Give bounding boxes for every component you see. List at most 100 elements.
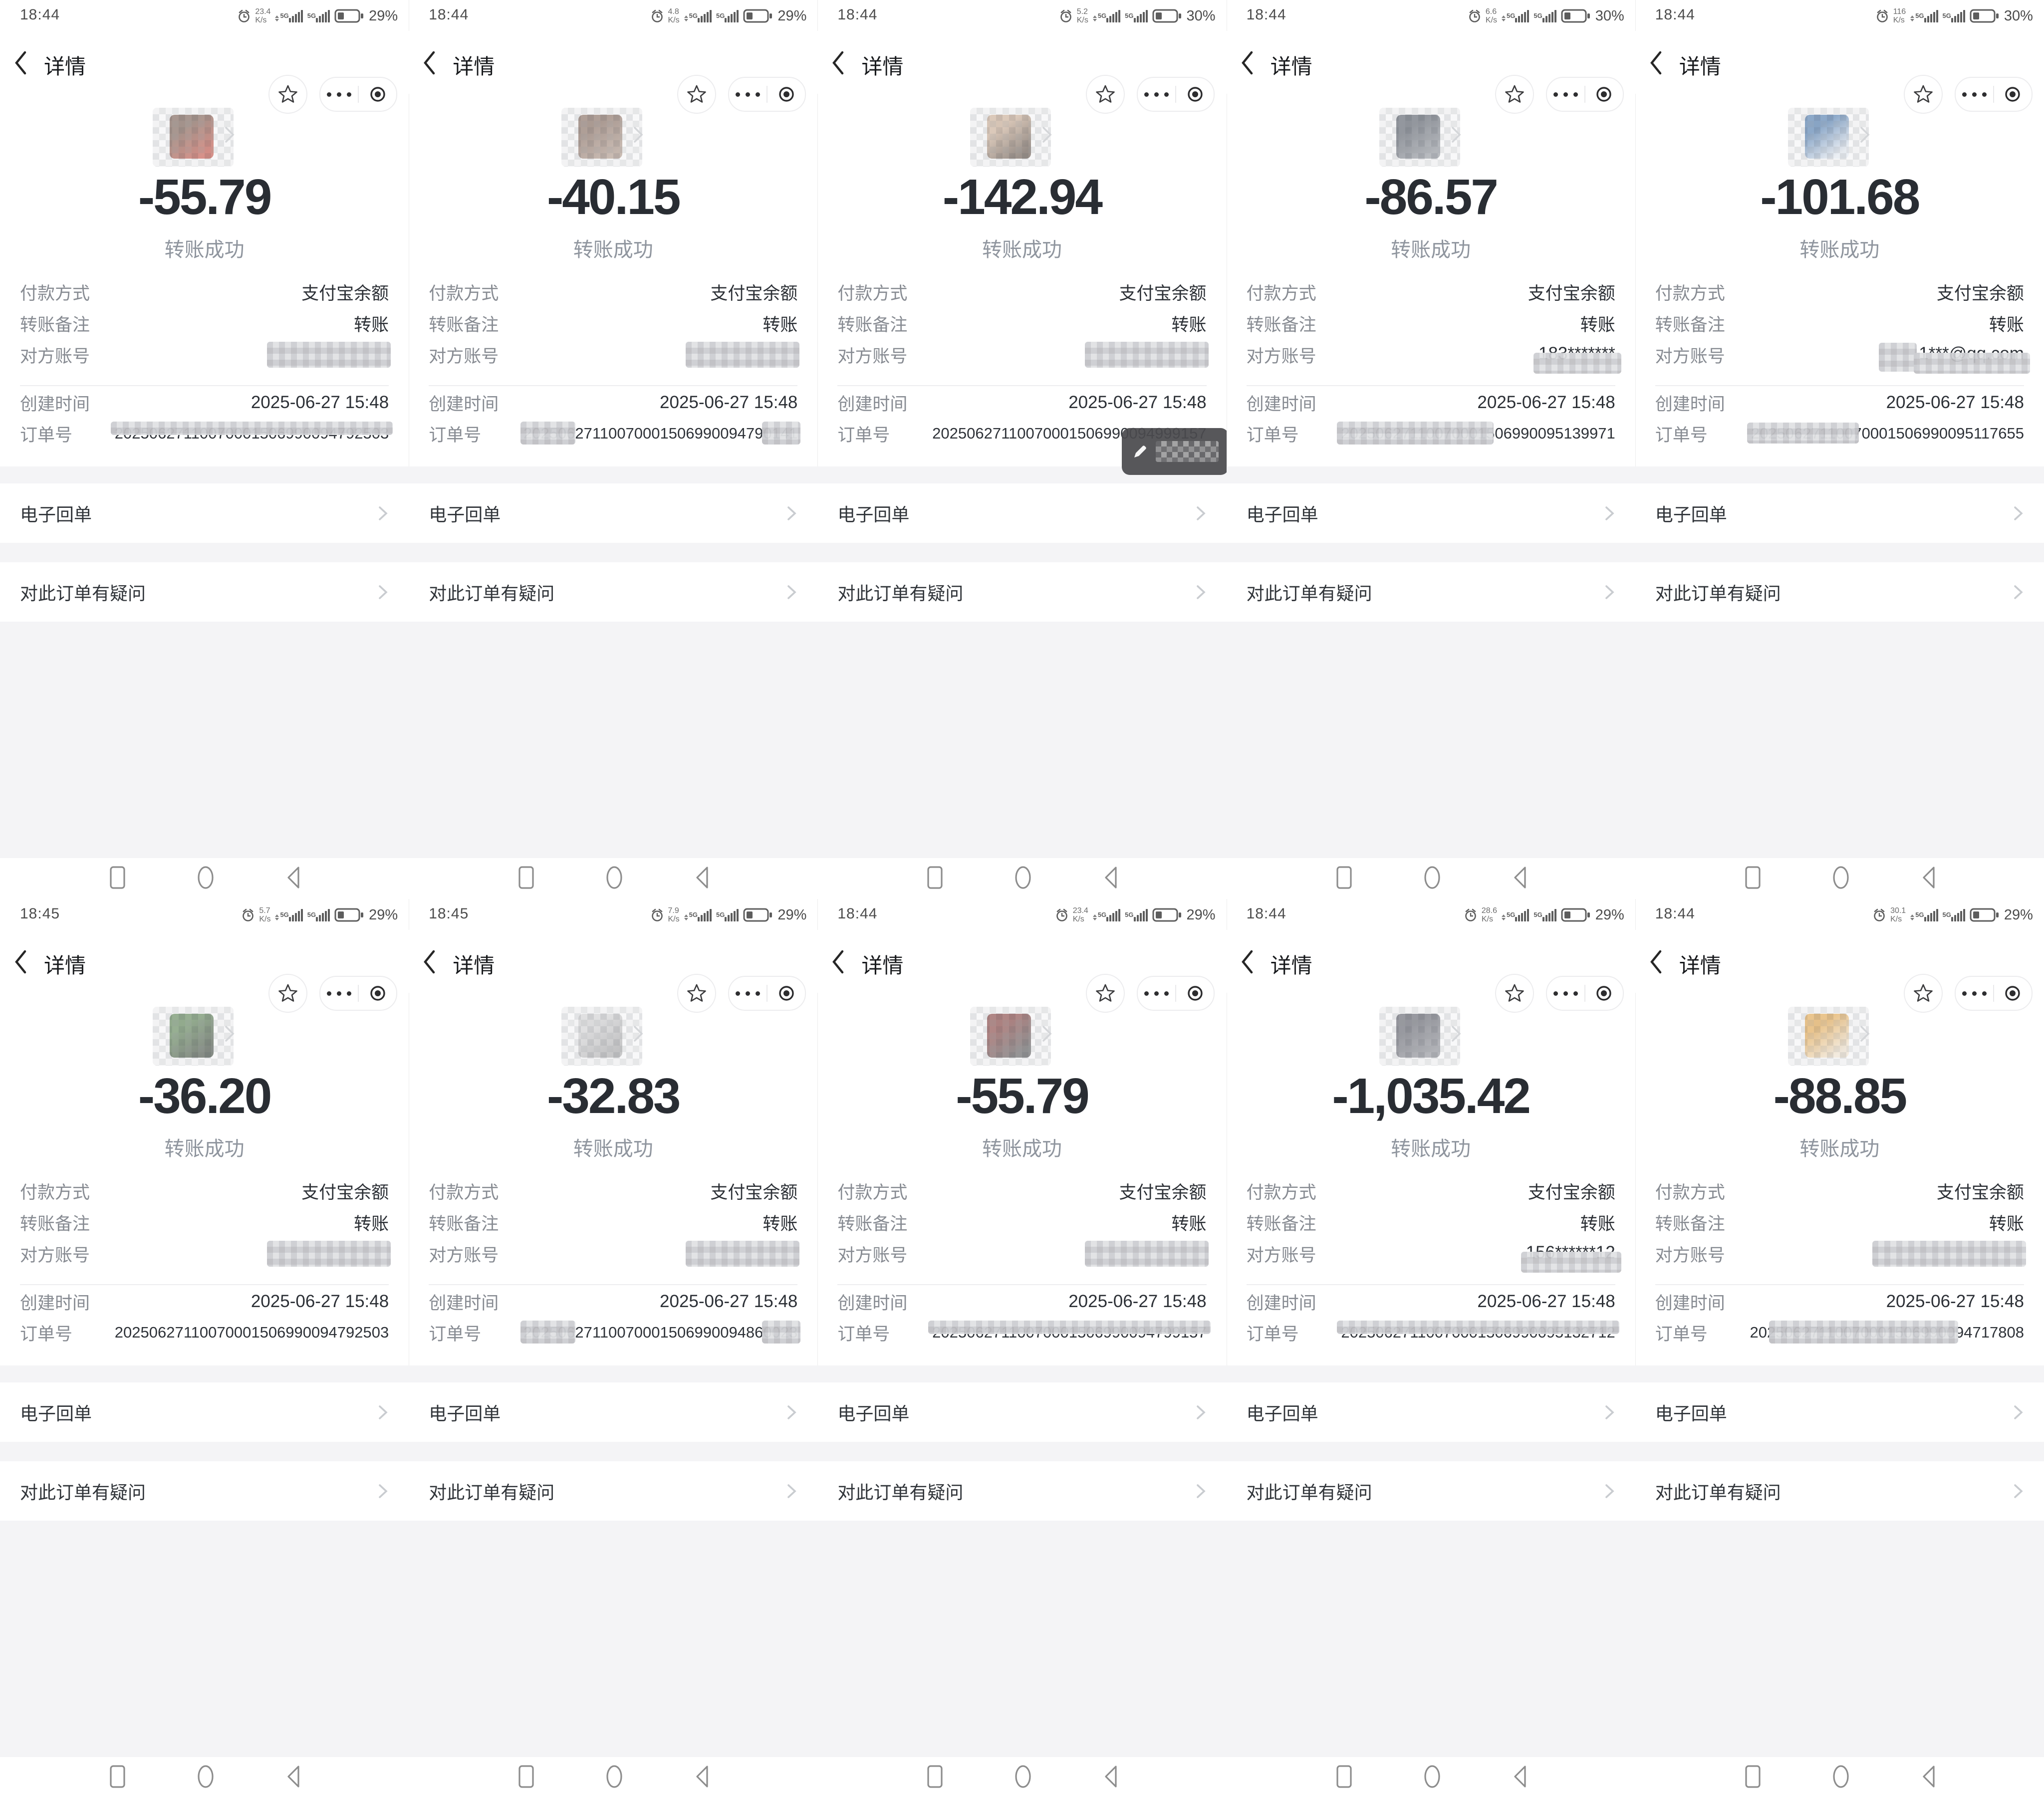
close-target-button[interactable] bbox=[1585, 78, 1623, 111]
back-icon[interactable] bbox=[1648, 949, 1663, 975]
nav-circle-icon[interactable] bbox=[1423, 1764, 1441, 1789]
question-row[interactable]: 对此订单有疑问 bbox=[0, 562, 409, 622]
nav-triangle-icon[interactable] bbox=[284, 865, 302, 890]
nav-triangle-icon[interactable] bbox=[284, 1764, 302, 1789]
profile-chevron-icon[interactable] bbox=[224, 1025, 236, 1043]
more-button[interactable] bbox=[320, 977, 358, 1010]
profile-chevron-icon[interactable] bbox=[1450, 126, 1462, 144]
profile-chevron-icon[interactable] bbox=[1859, 1025, 1871, 1043]
favorite-button[interactable] bbox=[1086, 75, 1125, 114]
back-icon[interactable] bbox=[13, 949, 28, 975]
profile-chevron-icon[interactable] bbox=[224, 126, 236, 144]
profile-chevron-icon[interactable] bbox=[1859, 126, 1871, 144]
favorite-button[interactable] bbox=[1495, 974, 1534, 1013]
profile-chevron-icon[interactable] bbox=[632, 126, 644, 144]
favorite-button[interactable] bbox=[1086, 974, 1125, 1013]
nav-circle-icon[interactable] bbox=[197, 1764, 215, 1789]
back-icon[interactable] bbox=[422, 50, 437, 76]
nav-circle-icon[interactable] bbox=[605, 865, 623, 890]
nav-circle-icon[interactable] bbox=[1423, 865, 1441, 890]
close-target-button[interactable] bbox=[1994, 78, 2032, 111]
favorite-button[interactable] bbox=[677, 75, 717, 114]
profile-chevron-icon[interactable] bbox=[1450, 1025, 1462, 1043]
nav-square-icon[interactable] bbox=[109, 865, 127, 890]
favorite-button[interactable] bbox=[1495, 75, 1534, 114]
back-icon[interactable] bbox=[13, 50, 28, 76]
nav-triangle-icon[interactable] bbox=[1920, 865, 1938, 890]
more-button[interactable] bbox=[1956, 977, 1993, 1010]
receipt-row[interactable]: 电子回单 bbox=[409, 1382, 818, 1442]
close-target-button[interactable] bbox=[1994, 977, 2032, 1010]
more-button[interactable] bbox=[1956, 78, 1993, 111]
question-row[interactable]: 对此订单有疑问 bbox=[1226, 562, 1635, 622]
close-target-button[interactable] bbox=[767, 977, 805, 1010]
favorite-button[interactable] bbox=[677, 974, 717, 1013]
nav-circle-icon[interactable] bbox=[197, 865, 215, 890]
receipt-row[interactable]: 电子回单 bbox=[1226, 1382, 1635, 1442]
favorite-button[interactable] bbox=[268, 974, 307, 1013]
nav-circle-icon[interactable] bbox=[1014, 1764, 1032, 1789]
more-button[interactable] bbox=[729, 78, 766, 111]
question-row[interactable]: 对此订单有疑问 bbox=[1226, 1461, 1635, 1521]
close-target-button[interactable] bbox=[1176, 977, 1214, 1010]
nav-square-icon[interactable] bbox=[1335, 865, 1353, 890]
profile-chevron-icon[interactable] bbox=[1041, 126, 1053, 144]
close-target-button[interactable] bbox=[767, 78, 805, 111]
back-icon[interactable] bbox=[1240, 949, 1255, 975]
profile-chevron-icon[interactable] bbox=[1041, 1025, 1053, 1043]
back-icon[interactable] bbox=[422, 949, 437, 975]
nav-square-icon[interactable] bbox=[1335, 1764, 1353, 1789]
nav-triangle-icon[interactable] bbox=[693, 1764, 711, 1789]
question-row[interactable]: 对此订单有疑问 bbox=[817, 562, 1227, 622]
nav-square-icon[interactable] bbox=[517, 865, 535, 890]
back-icon[interactable] bbox=[1240, 50, 1255, 76]
close-target-button[interactable] bbox=[1176, 78, 1214, 111]
receipt-row[interactable]: 电子回单 bbox=[1635, 1382, 2044, 1442]
back-icon[interactable] bbox=[1648, 50, 1663, 76]
favorite-button[interactable] bbox=[1903, 974, 1943, 1013]
favorite-button[interactable] bbox=[268, 75, 307, 114]
question-row[interactable]: 对此订单有疑问 bbox=[409, 562, 818, 622]
close-target-button[interactable] bbox=[359, 977, 396, 1010]
close-target-button[interactable] bbox=[359, 78, 396, 111]
profile-chevron-icon[interactable] bbox=[632, 1025, 644, 1043]
receipt-row[interactable]: 电子回单 bbox=[409, 483, 818, 543]
nav-square-icon[interactable] bbox=[109, 1764, 127, 1789]
back-icon[interactable] bbox=[830, 949, 845, 975]
nav-triangle-icon[interactable] bbox=[1102, 1764, 1120, 1789]
receipt-row[interactable]: 电子回单 bbox=[817, 1382, 1227, 1442]
question-row[interactable]: 对此订单有疑问 bbox=[1635, 562, 2044, 622]
more-button[interactable] bbox=[1547, 977, 1584, 1010]
nav-square-icon[interactable] bbox=[1744, 1764, 1762, 1789]
nav-triangle-icon[interactable] bbox=[1511, 865, 1529, 890]
more-button[interactable] bbox=[729, 977, 766, 1010]
close-target-button[interactable] bbox=[1585, 977, 1623, 1010]
nav-triangle-icon[interactable] bbox=[1920, 1764, 1938, 1789]
more-button[interactable] bbox=[1547, 78, 1584, 111]
nav-triangle-icon[interactable] bbox=[693, 865, 711, 890]
more-button[interactable] bbox=[1138, 977, 1175, 1010]
nav-square-icon[interactable] bbox=[1744, 865, 1762, 890]
feedback-badge[interactable] bbox=[1121, 428, 1227, 475]
receipt-row[interactable]: 电子回单 bbox=[817, 483, 1227, 543]
nav-circle-icon[interactable] bbox=[1014, 865, 1032, 890]
receipt-row[interactable]: 电子回单 bbox=[0, 483, 409, 543]
receipt-row[interactable]: 电子回单 bbox=[0, 1382, 409, 1442]
nav-circle-icon[interactable] bbox=[605, 1764, 623, 1789]
nav-triangle-icon[interactable] bbox=[1102, 865, 1120, 890]
back-icon[interactable] bbox=[830, 50, 845, 76]
question-row[interactable]: 对此订单有疑问 bbox=[409, 1461, 818, 1521]
question-row[interactable]: 对此订单有疑问 bbox=[817, 1461, 1227, 1521]
favorite-button[interactable] bbox=[1903, 75, 1943, 114]
receipt-row[interactable]: 电子回单 bbox=[1226, 483, 1635, 543]
question-row[interactable]: 对此订单有疑问 bbox=[1635, 1461, 2044, 1521]
more-button[interactable] bbox=[320, 78, 358, 111]
nav-circle-icon[interactable] bbox=[1832, 865, 1850, 890]
nav-circle-icon[interactable] bbox=[1832, 1764, 1850, 1789]
nav-square-icon[interactable] bbox=[517, 1764, 535, 1789]
nav-square-icon[interactable] bbox=[926, 1764, 944, 1789]
nav-square-icon[interactable] bbox=[926, 865, 944, 890]
nav-triangle-icon[interactable] bbox=[1511, 1764, 1529, 1789]
receipt-row[interactable]: 电子回单 bbox=[1635, 483, 2044, 543]
more-button[interactable] bbox=[1138, 78, 1175, 111]
